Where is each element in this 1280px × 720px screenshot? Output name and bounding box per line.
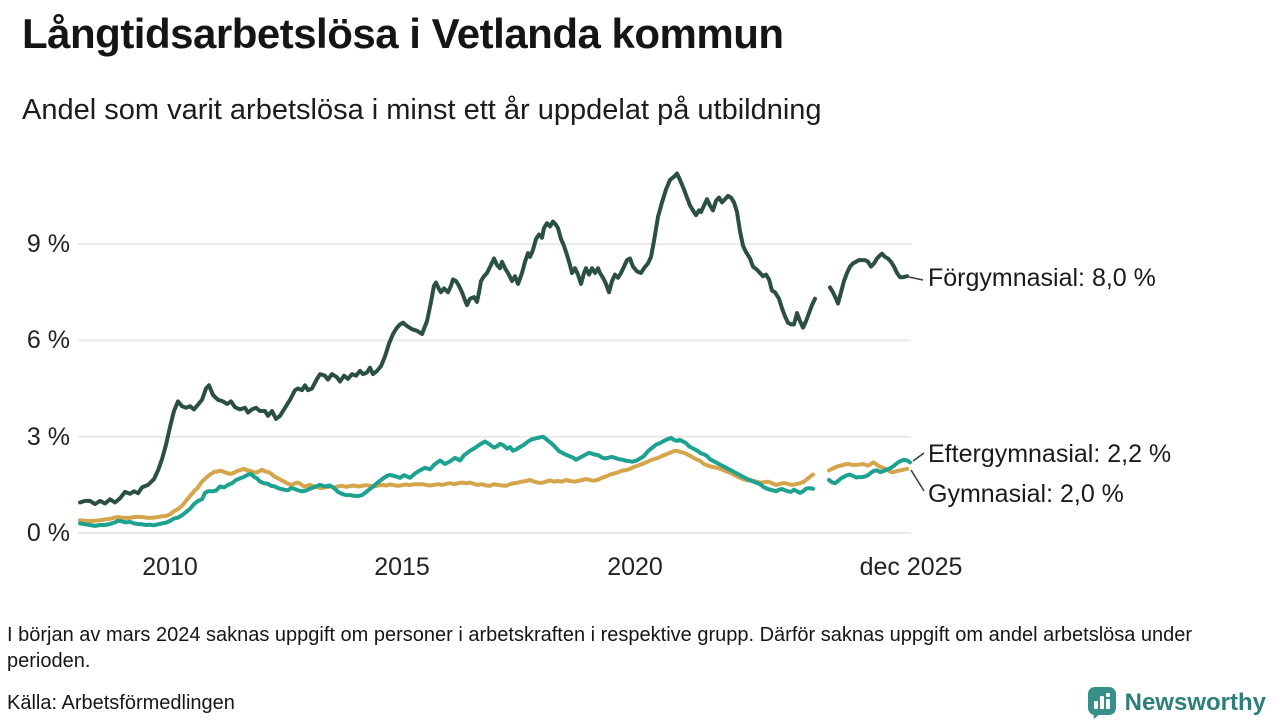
- y-tick-6: 6 %: [26, 326, 70, 354]
- x-tick-dec-2025: dec 2025: [859, 553, 963, 581]
- series-line-gymnasial: [827, 460, 909, 474]
- leader-lines: [908, 276, 925, 492]
- series-line-gymnasial: [78, 448, 815, 524]
- x-tick-2020: 2020: [607, 553, 663, 581]
- x-tick-2010: 2010: [142, 553, 198, 581]
- leader-line-eftergymnasial: [912, 452, 925, 462]
- source-credit: Källa: Arbetsförmedlingen: [7, 692, 235, 714]
- series-label-eftergymnasial: Eftergymnasial: 2,2 %: [928, 440, 1172, 468]
- series-line-förgymnasial: [828, 251, 909, 306]
- y-tick-3: 3 %: [26, 423, 70, 451]
- page-subtitle: Andel som varit arbetslösa i minst ett å…: [22, 94, 822, 126]
- footnote: I början av mars 2024 saknas uppgift om …: [7, 624, 1193, 672]
- x-tick-2015: 2015: [374, 553, 430, 581]
- series-line-eftergymnasial: [78, 434, 815, 528]
- gridlines: [78, 243, 911, 534]
- newsworthy-logo-icon: [1087, 687, 1116, 719]
- series-line-förgymnasial: [78, 171, 817, 507]
- leader-line-förgymnasial: [908, 276, 924, 281]
- page-title: Långtidsarbetslösa i Vetlanda kommun: [22, 10, 784, 57]
- y-tick-9: 9 %: [26, 230, 70, 258]
- brand-name: Newsworthy: [1124, 688, 1266, 716]
- series-line-eftergymnasial: [827, 457, 912, 486]
- series-lines: [78, 171, 912, 528]
- leader-line-gymnasial: [910, 469, 925, 492]
- newsworthy-brand: Newsworthy: [1087, 686, 1266, 719]
- y-tick-0: 0 %: [26, 519, 70, 547]
- series-label-forgymnasial: Förgymnasial: 8,0 %: [928, 264, 1156, 292]
- series-label-gymnasial: Gymnasial: 2,0 %: [928, 480, 1124, 508]
